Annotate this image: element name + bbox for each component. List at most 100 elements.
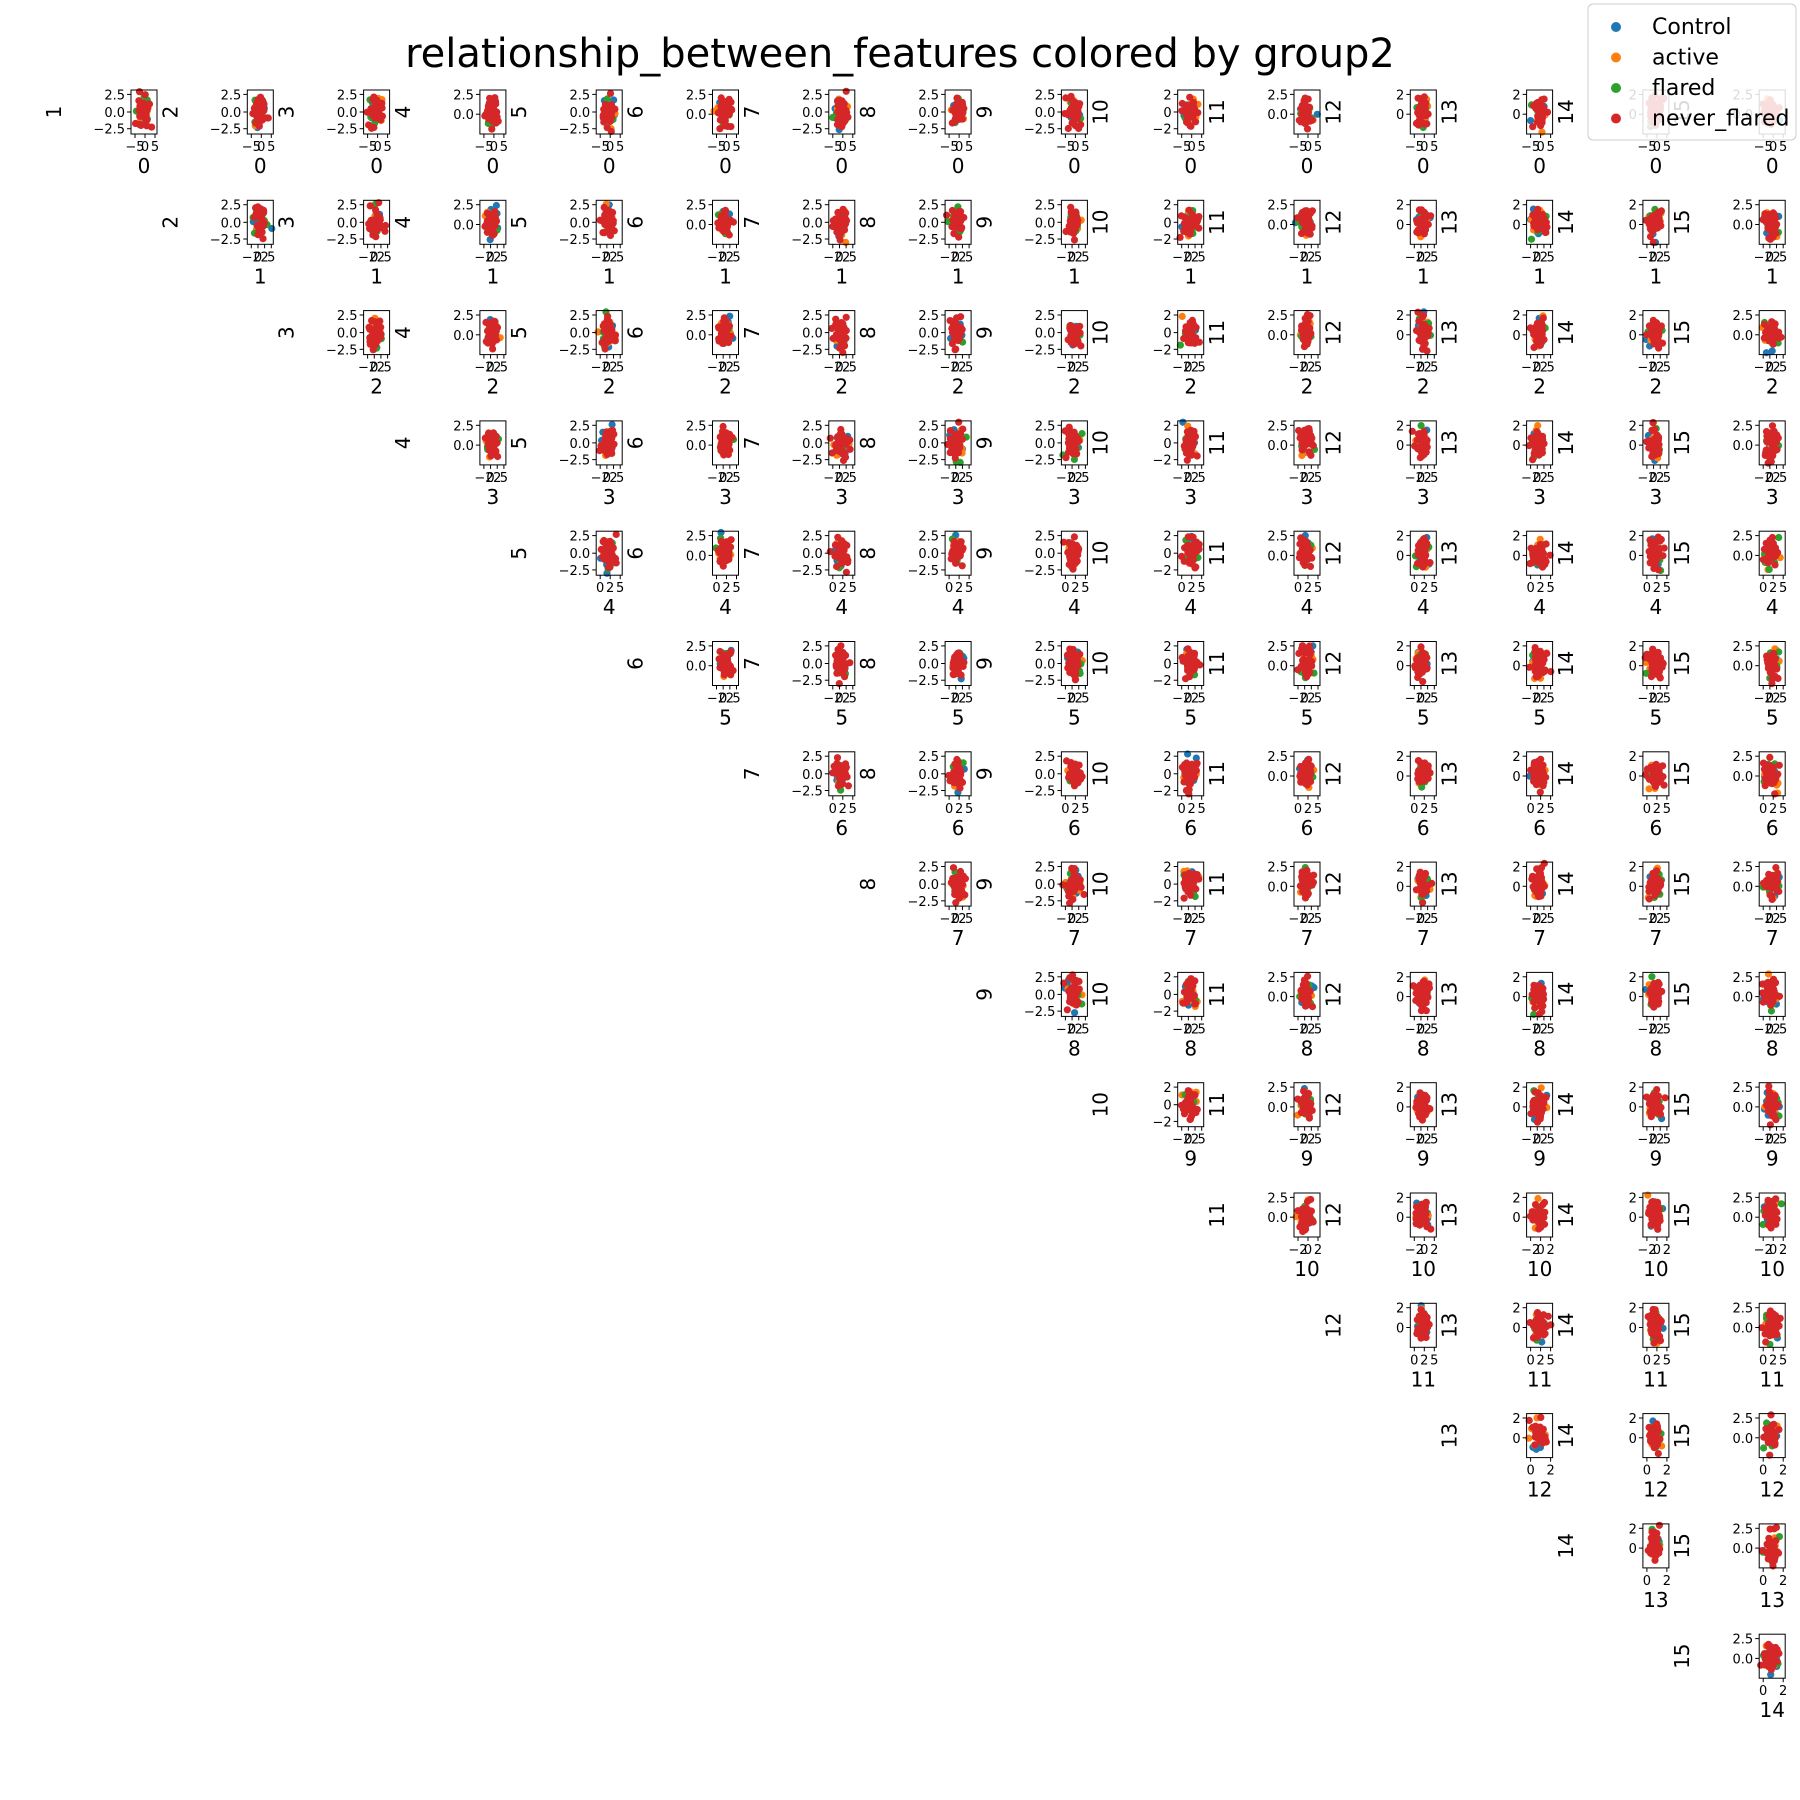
y-tick-label: 0.0 bbox=[453, 219, 474, 234]
y-tick-label: 2.5 bbox=[337, 309, 358, 324]
point-never_flared bbox=[958, 562, 966, 570]
x-tick-label: 0 bbox=[1304, 140, 1312, 155]
y-tick-label: 2 bbox=[1396, 419, 1404, 434]
x-axis-label: 0 bbox=[1417, 154, 1430, 178]
x-tick-label: 0 bbox=[1420, 140, 1428, 155]
x-tick-label: 5 bbox=[1314, 581, 1322, 596]
y-axis-label: 9 bbox=[972, 547, 996, 560]
y-tick-label: 0.0 bbox=[104, 106, 125, 121]
x-tick-label: −5 bbox=[125, 140, 144, 155]
point-never_flared bbox=[608, 103, 616, 111]
y-tick-label: 2 bbox=[1629, 309, 1637, 324]
point-never_flared bbox=[1182, 323, 1190, 331]
y-axis-label: 11 bbox=[1205, 210, 1229, 235]
point-never_flared bbox=[1304, 549, 1312, 558]
x-axis-label: 3 bbox=[952, 485, 965, 509]
point-flared bbox=[1765, 565, 1773, 574]
x-tick-label: 0 bbox=[257, 140, 265, 155]
x-tick-label: 5 bbox=[1198, 581, 1206, 596]
point-never_flared bbox=[1652, 538, 1660, 546]
point-never_flared bbox=[842, 87, 850, 95]
point-never_flared bbox=[378, 104, 386, 112]
point-never_flared bbox=[372, 341, 380, 349]
y-axis-label: 4 bbox=[391, 437, 415, 450]
point-never_flared bbox=[492, 100, 500, 108]
y-axis-label: 14 bbox=[1554, 430, 1578, 455]
y-axis-label: 13 bbox=[1438, 320, 1462, 345]
point-never_flared bbox=[1302, 212, 1310, 220]
x-tick-label: 5 bbox=[965, 140, 973, 155]
x-axis-label: 3 bbox=[1417, 485, 1430, 509]
x-tick-label: 0 bbox=[373, 140, 381, 155]
x-axis-label: 4 bbox=[603, 595, 616, 619]
x-axis-label: 1 bbox=[835, 264, 848, 288]
point-never_flared bbox=[1649, 419, 1657, 427]
scatter-panel-8-vs-4: 2.50.0−2.50 2 548 bbox=[856, 530, 973, 620]
point-never_flared bbox=[1764, 218, 1772, 227]
point-never_flared bbox=[488, 117, 496, 125]
x-tick-label: 2 bbox=[722, 581, 730, 596]
x-tick-label: 5 bbox=[1198, 250, 1206, 265]
point-never_flared bbox=[1072, 450, 1080, 458]
point-never_flared bbox=[1308, 222, 1316, 230]
point-never_flared bbox=[1070, 533, 1078, 541]
point-never_flared bbox=[951, 106, 959, 114]
y-tick-label: 0.0 bbox=[918, 547, 939, 562]
y-axis-label: 6 bbox=[624, 216, 648, 229]
y-tick-label: −2.5 bbox=[559, 233, 591, 248]
y-tick-label: 2 bbox=[1629, 419, 1637, 434]
point-never_flared bbox=[1074, 551, 1082, 559]
y-tick-label: 2.5 bbox=[104, 88, 125, 103]
point-never_flared bbox=[1192, 323, 1200, 332]
point-never_flared bbox=[1068, 331, 1076, 339]
y-tick-label: 2.5 bbox=[918, 309, 939, 324]
x-tick-label: 5 bbox=[1430, 471, 1438, 486]
point-never_flared bbox=[139, 106, 147, 114]
y-tick-label: 2.5 bbox=[1035, 88, 1056, 103]
y-axis-label: 14 bbox=[1554, 320, 1578, 345]
point-never_flared bbox=[842, 313, 850, 321]
y-tick-label: 0.0 bbox=[337, 106, 358, 121]
x-tick-label: 5 bbox=[1663, 471, 1671, 486]
point-never_flared bbox=[492, 447, 500, 455]
y-axis-label: 4 bbox=[391, 106, 415, 119]
y-tick-label: 0.0 bbox=[1035, 216, 1056, 231]
y-tick-label: 2.5 bbox=[1035, 199, 1056, 214]
y-tick-label: 0 bbox=[1396, 329, 1404, 344]
point-never_flared bbox=[366, 202, 374, 210]
y-tick-label: 2.5 bbox=[1035, 419, 1056, 434]
point-Control bbox=[1768, 347, 1776, 355]
x-tick-label: 5 bbox=[1779, 471, 1787, 486]
point-never_flared bbox=[601, 101, 610, 109]
point-never_flared bbox=[949, 216, 957, 224]
point-never_flared bbox=[826, 434, 834, 442]
y-axis-label: 9 bbox=[972, 326, 996, 339]
y-tick-label: −2.5 bbox=[908, 343, 940, 358]
point-never_flared bbox=[1190, 98, 1198, 106]
x-tick-label: 2 bbox=[1071, 581, 1079, 596]
x-tick-label: 5 bbox=[732, 250, 740, 265]
y-axis-label: 8 bbox=[856, 437, 880, 450]
x-tick-label: 5 bbox=[500, 140, 508, 155]
point-never_flared bbox=[835, 546, 843, 555]
x-tick-label: 2 bbox=[1188, 581, 1196, 596]
point-never_flared bbox=[253, 109, 262, 117]
point-never_flared bbox=[838, 327, 846, 335]
point-never_flared bbox=[1189, 113, 1197, 121]
y-tick-label: 0 bbox=[1396, 108, 1404, 123]
y-tick-label: 2.5 bbox=[802, 88, 823, 103]
point-never_flared bbox=[946, 317, 954, 325]
y-tick-label: 2.5 bbox=[1035, 530, 1056, 545]
x-axis-label: 2 bbox=[1766, 375, 1779, 399]
y-tick-label: 2 bbox=[1396, 309, 1404, 324]
y-axis-label: 5 bbox=[507, 216, 531, 229]
point-never_flared bbox=[261, 114, 269, 122]
point-never_flared bbox=[1420, 213, 1428, 221]
point-never_flared bbox=[950, 551, 959, 560]
